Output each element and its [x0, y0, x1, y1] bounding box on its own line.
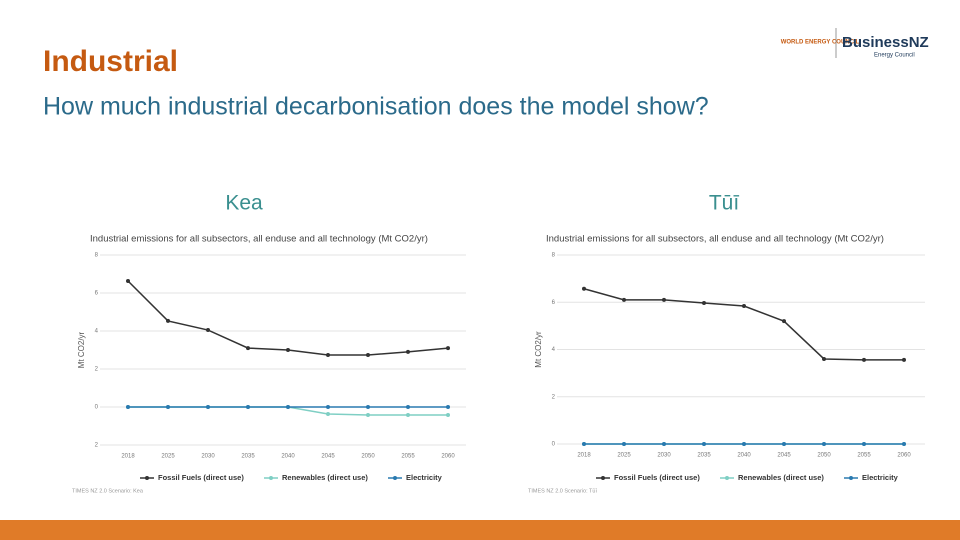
- point: [206, 328, 210, 333]
- point: [446, 412, 450, 417]
- x-tick-label: 2040: [281, 454, 295, 460]
- point: [582, 442, 586, 446]
- logo-box: [800, 20, 940, 65]
- slide-title: Industrial: [43, 45, 178, 78]
- point: [742, 304, 746, 309]
- point: [126, 279, 130, 284]
- y-tick-label: 2: [95, 367, 99, 373]
- y-tick-label: 4: [95, 329, 99, 335]
- point: [286, 405, 290, 409]
- chart-title: Industrial emissions for all subsectors,…: [90, 234, 428, 245]
- x-tick-label: 2045: [777, 453, 791, 459]
- point: [446, 346, 450, 351]
- point: [326, 412, 330, 417]
- x-tick-label: 2035: [697, 453, 711, 459]
- x-tick-label: 2035: [241, 454, 255, 460]
- point: [862, 357, 866, 362]
- legend-label: Renewables (direct use): [738, 473, 824, 482]
- point: [862, 442, 866, 446]
- x-tick-label: 2030: [201, 454, 215, 460]
- point: [246, 346, 250, 351]
- x-tick-label: 2060: [897, 453, 911, 459]
- point: [326, 352, 330, 357]
- legend-dot: [393, 476, 397, 480]
- x-tick-label: 2018: [577, 453, 591, 459]
- point: [286, 348, 290, 352]
- point: [622, 297, 626, 302]
- slide-subtitle: How much industrial decarbonisation does…: [43, 93, 709, 121]
- x-tick-label: 2025: [617, 453, 631, 459]
- legend-dot: [601, 476, 605, 480]
- point: [782, 442, 786, 446]
- y-axis-label: Mt CO2/yr: [534, 331, 543, 368]
- point: [166, 318, 170, 323]
- point: [822, 356, 826, 361]
- legend-label: Electricity: [406, 473, 443, 482]
- legend-dot: [849, 476, 853, 480]
- y-axis-label: Mt CO2/yr: [77, 331, 86, 368]
- point: [782, 319, 786, 324]
- point: [702, 300, 706, 305]
- point: [902, 442, 906, 446]
- y-tick-label: 6: [95, 291, 99, 297]
- legend-label: Renewables (direct use): [282, 473, 368, 482]
- point: [126, 405, 130, 409]
- y-tick-label: 6: [552, 300, 556, 306]
- x-tick-label: 2025: [161, 454, 175, 460]
- y-tick-label: 2: [552, 394, 556, 400]
- point: [406, 412, 410, 417]
- legend-label: Electricity: [862, 473, 899, 482]
- point: [166, 405, 170, 409]
- point: [326, 405, 330, 409]
- point: [366, 405, 370, 409]
- point: [406, 349, 410, 354]
- x-tick-label: 2060: [441, 454, 455, 460]
- point: [366, 352, 370, 357]
- series-line: [127, 280, 449, 356]
- source-note: TIMES NZ 2.0 Scenario: Tūī: [528, 488, 597, 494]
- y-tick-label: 8: [95, 253, 99, 259]
- legend-dot: [145, 476, 149, 480]
- point: [662, 297, 666, 302]
- point: [406, 405, 410, 409]
- source-note: TIMES NZ 2.0 Scenario: Kea: [72, 488, 144, 494]
- x-tick-label: 2045: [321, 454, 335, 460]
- point: [702, 442, 706, 446]
- point: [582, 286, 586, 291]
- y-tick-label: 4: [552, 347, 556, 353]
- panel-label: Kea: [225, 192, 263, 215]
- y-tick-label: 0: [552, 442, 556, 448]
- point: [622, 442, 626, 446]
- legend-label: Fossil Fuels (direct use): [614, 473, 700, 482]
- x-tick-label: 2030: [657, 453, 671, 459]
- x-tick-label: 2055: [401, 454, 415, 460]
- logo-org: WORLD ENERGY COUNCIL: [781, 40, 860, 46]
- point: [662, 442, 666, 446]
- point: [742, 442, 746, 446]
- point: [206, 405, 210, 409]
- point: [246, 405, 250, 409]
- x-tick-label: 2055: [857, 453, 871, 459]
- y-tick-label: 8: [552, 253, 556, 259]
- panel-label: Tūī: [709, 192, 740, 215]
- footer-bar: [0, 520, 960, 540]
- y-tick-label: 2: [95, 443, 99, 449]
- x-tick-label: 2050: [817, 453, 831, 459]
- legend-dot: [269, 476, 273, 480]
- x-tick-label: 2040: [737, 453, 751, 459]
- x-tick-label: 2018: [121, 454, 135, 460]
- point: [822, 442, 826, 446]
- point: [446, 405, 450, 409]
- logo-name: BusinessNZ: [842, 34, 929, 51]
- chart-title: Industrial emissions for all subsectors,…: [546, 234, 884, 245]
- point: [366, 412, 370, 417]
- legend-dot: [725, 476, 729, 480]
- logo-sub: Energy Council: [874, 53, 915, 59]
- legend-label: Fossil Fuels (direct use): [158, 473, 244, 482]
- x-tick-label: 2050: [361, 454, 375, 460]
- point: [902, 357, 906, 362]
- y-tick-label: 0: [95, 405, 99, 411]
